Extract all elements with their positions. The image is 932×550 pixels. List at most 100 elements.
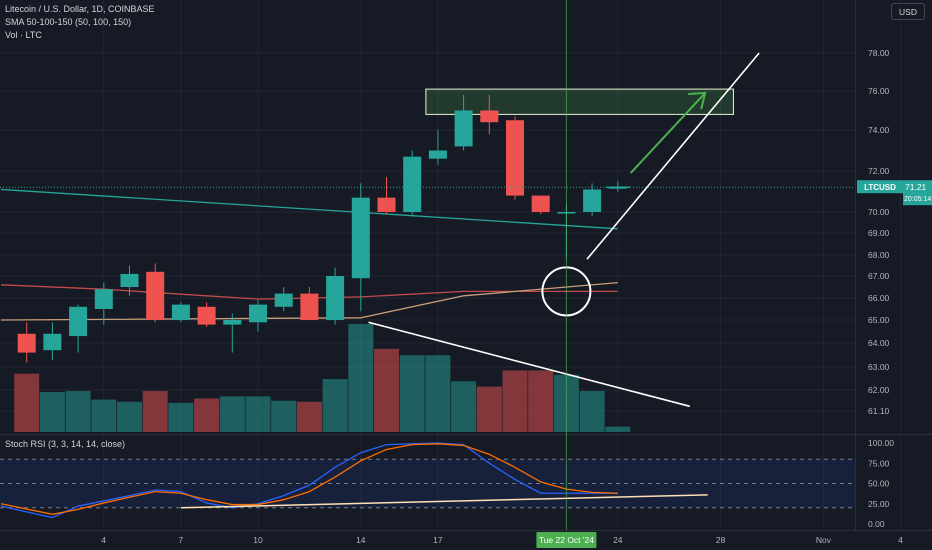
volume-bar: [271, 400, 297, 432]
stoch-trendline: [180, 494, 708, 509]
candle-body: [506, 120, 524, 196]
volume-bar: [425, 355, 451, 432]
volume-bar: [374, 348, 399, 432]
volume-bar: [168, 402, 194, 432]
candle-body: [403, 156, 422, 212]
candle-body: [69, 306, 88, 337]
price-tick-label: 64.00: [868, 338, 890, 348]
price-tick-label: 72.00: [868, 166, 890, 176]
crosshair-date-label: Tue 22 Oct '24: [539, 535, 594, 545]
candle-body: [171, 304, 190, 320]
candle-body: [480, 110, 499, 123]
symbol-legend: Litecoin / U.S. Dollar, 1D, COINBASE: [5, 4, 155, 14]
candles: [17, 94, 627, 363]
price-tag-value: 71.21: [905, 182, 927, 192]
time-tick-label: 4: [101, 535, 106, 545]
volume-bar: [117, 401, 142, 432]
price-tick-label: 68.00: [868, 250, 890, 260]
upper-trendline: [586, 52, 760, 260]
volume-bars: [14, 324, 631, 432]
target-arrow: [629, 92, 706, 174]
volume-bar: [322, 379, 348, 432]
candle-body: [428, 150, 447, 159]
candle-body: [583, 189, 602, 212]
volume-bar: [245, 396, 271, 432]
candle-body: [531, 195, 550, 212]
candle-body: [351, 197, 370, 279]
volume-bar: [194, 398, 220, 432]
candle-body: [17, 333, 36, 353]
time-tick-label: 24: [613, 535, 623, 545]
time-tick-label: 17: [433, 535, 443, 545]
sma-line: [0, 188, 618, 230]
candle-body: [120, 273, 139, 287]
candle-body: [94, 289, 113, 309]
stoch-k-line: [0, 442, 618, 519]
stoch-legend: Stoch RSI (3, 3, 14, 14, close): [5, 439, 126, 449]
volume-bar: [476, 386, 502, 432]
stoch-d-line: [0, 443, 618, 515]
volume-bar: [142, 390, 168, 432]
stoch-tick-label: 50.00: [868, 479, 890, 489]
price-tick-label: 70.00: [868, 207, 890, 217]
volume-bar: [348, 324, 374, 432]
time-tick-label: 4: [898, 535, 903, 545]
stoch-rsi-pane: [0, 442, 855, 519]
lower-trendline: [368, 321, 690, 408]
volume-bar: [579, 390, 605, 432]
time-tick-label: 28: [716, 535, 726, 545]
volume-bar: [219, 396, 245, 432]
price-tick-label: 74.00: [868, 125, 890, 135]
volume-bar: [39, 392, 65, 432]
price-tick-label: 63.00: [868, 362, 890, 372]
stoch-tick-label: 25.00: [868, 499, 890, 509]
price-tick-label: 66.00: [868, 293, 890, 303]
currency-button[interactable]: USD: [891, 3, 925, 20]
price-tick-label: 62.00: [868, 385, 890, 395]
stoch-tick-label: 100.00: [868, 438, 894, 448]
candle-body: [274, 293, 293, 307]
resistance-zone-box: [425, 88, 734, 115]
candle-body: [146, 271, 165, 320]
volume-bar: [502, 370, 528, 432]
stoch-tick-label: 75.00: [868, 458, 890, 468]
target-arrow-head: [688, 91, 707, 110]
candle-body: [249, 304, 267, 323]
volume-bar: [528, 370, 554, 432]
time-tick-label: 14: [356, 535, 366, 545]
candle-body: [326, 276, 345, 320]
price-tick-label: 65.00: [868, 315, 890, 325]
price-tag-countdown: 20:05:14: [904, 196, 931, 203]
price-tag-symbol: LTCUSD: [864, 183, 896, 192]
stoch-tick-label: 0.00: [868, 519, 885, 529]
time-tick-label: 7: [179, 535, 184, 545]
price-tag-symbol-box: [857, 180, 903, 194]
volume-bar: [65, 390, 91, 432]
grid: [0, 0, 901, 530]
volume-bar: [14, 373, 40, 432]
candle-body: [454, 110, 473, 147]
price-tick-label: 61.10: [868, 406, 890, 416]
sma-legend: SMA 50-100-150 (50, 100, 150): [5, 17, 132, 27]
candle-body: [223, 320, 242, 325]
crosshair-date-box: [536, 532, 597, 548]
time-tick-label: Nov: [816, 535, 832, 545]
candle-body: [197, 306, 216, 325]
volume-bar: [399, 355, 425, 432]
price-tick-label: 69.00: [868, 228, 890, 238]
volume-bar: [91, 399, 117, 432]
resistance-zone: [425, 88, 734, 115]
price-tick-label: 78.00: [868, 48, 890, 58]
candle-body: [43, 333, 62, 351]
volume-bar: [296, 401, 322, 432]
price-tick-label: 76.00: [868, 86, 890, 96]
price-tick-label: 67.00: [868, 271, 890, 281]
time-tick-label: 10: [253, 535, 263, 545]
crosshair: Tue 22 Oct '24: [536, 0, 597, 548]
volume-bar: [605, 426, 631, 432]
volume-legend: Vol · LTC: [5, 30, 42, 40]
volume-bar: [451, 381, 477, 432]
price-tag-value-box: [903, 180, 932, 206]
